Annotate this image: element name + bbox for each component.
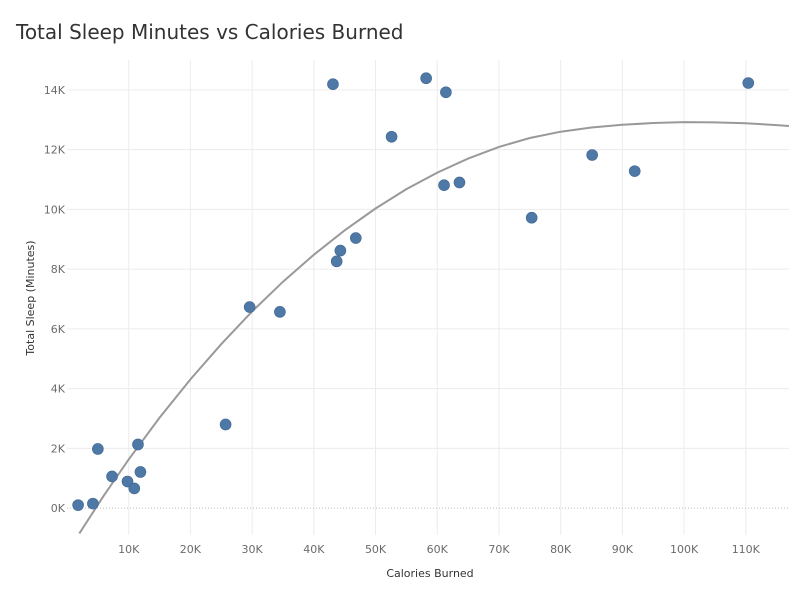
data-point[interactable]: [742, 77, 755, 89]
trend-line-group: [78, 121, 789, 535]
y-axis-label: Total Sleep (Minutes): [24, 240, 37, 356]
data-point[interactable]: [219, 418, 232, 431]
y-tick-label: 6K: [51, 323, 66, 336]
data-point[interactable]: [72, 499, 84, 511]
data-point[interactable]: [128, 482, 141, 495]
y-axis-ticks: 0K 2K 4K 6K 8K 10K 12K 14K: [44, 84, 66, 515]
chart-title: Total Sleep Minutes vs Calories Burned: [16, 20, 404, 44]
x-tick-label: 40K: [303, 543, 325, 556]
y-tick-label: 2K: [51, 442, 66, 455]
x-tick-label: 60K: [427, 543, 449, 556]
data-point[interactable]: [385, 130, 398, 143]
x-tick-label: 110K: [732, 543, 761, 556]
data-point[interactable]: [274, 306, 286, 318]
data-point[interactable]: [586, 149, 598, 161]
y-tick-label: 14K: [44, 84, 66, 97]
data-point[interactable]: [525, 211, 538, 224]
x-axis-ticks: 10K 20K 30K 40K 50K 60K 70K 80K 90K 100K 110K: [118, 543, 761, 556]
data-point[interactable]: [134, 466, 147, 478]
y-tick-label: 0K: [51, 502, 66, 515]
x-tick-label: 20K: [180, 543, 202, 556]
x-axis-label: Calories Burned: [386, 567, 473, 580]
y-tick-label: 12K: [44, 144, 66, 157]
gridlines: [67, 60, 789, 535]
data-points: [72, 72, 755, 511]
data-point[interactable]: [330, 255, 343, 268]
x-tick-label: 100K: [670, 543, 699, 556]
data-point[interactable]: [349, 232, 362, 244]
y-tick-label: 10K: [44, 203, 66, 216]
data-point[interactable]: [453, 176, 466, 189]
data-point[interactable]: [243, 301, 256, 313]
data-point[interactable]: [334, 244, 347, 257]
data-point[interactable]: [327, 78, 339, 90]
y-tick-label: 4K: [51, 383, 66, 396]
data-point[interactable]: [420, 72, 432, 85]
x-tick-label: 30K: [242, 543, 264, 556]
data-point[interactable]: [438, 179, 450, 191]
x-tick-label: 10K: [118, 543, 140, 556]
x-tick-label: 70K: [488, 543, 510, 556]
x-tick-label: 50K: [365, 543, 387, 556]
data-point[interactable]: [92, 443, 104, 455]
x-tick-label: 80K: [550, 543, 572, 556]
data-point[interactable]: [628, 165, 641, 177]
data-point[interactable]: [132, 438, 144, 451]
data-point[interactable]: [440, 86, 452, 99]
data-point[interactable]: [87, 497, 99, 510]
trend-line: [78, 121, 789, 535]
y-tick-label: 8K: [51, 263, 66, 276]
x-tick-label: 90K: [612, 543, 634, 556]
data-point[interactable]: [106, 470, 118, 483]
